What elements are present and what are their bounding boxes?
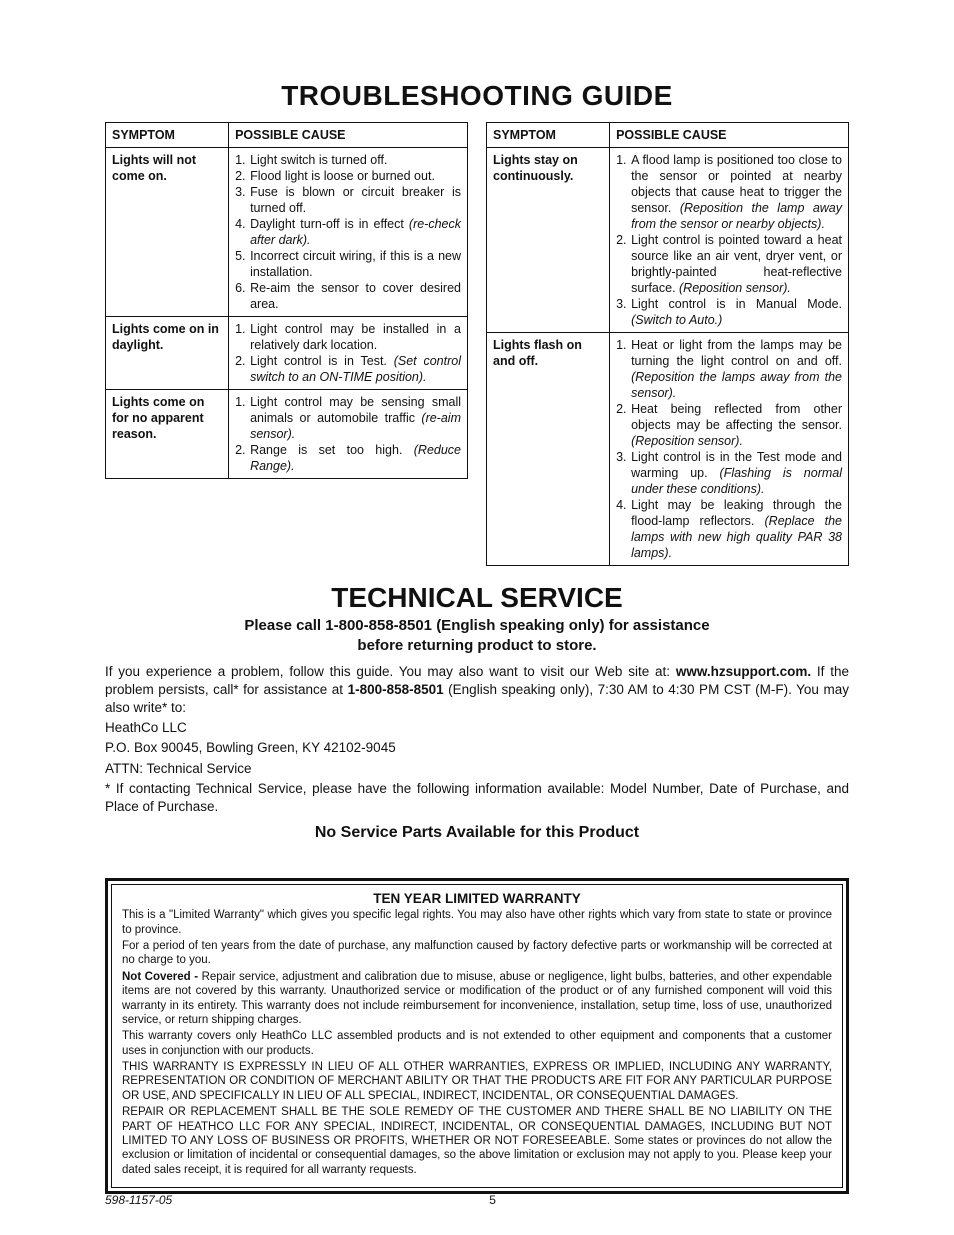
page-number: 5 [489,1193,496,1207]
cause-item: Daylight turn-off is in effect (re-check… [235,216,461,248]
cause-item: Light control may be installed in a rela… [235,321,461,353]
troubleshooting-columns: SYMPTOM POSSIBLE CAUSE Lights will not c… [105,122,849,566]
cause-item: Heat being reflected from other objects … [616,401,842,449]
th-cause: POSSIBLE CAUSE [610,123,849,148]
cause-item: Light control is in the Test mode and wa… [616,449,842,497]
technical-service-subtitle: Please call 1-800-858-8501 (English spea… [105,616,849,657]
warranty-p3: Not Covered - Repair service, adjustment… [122,970,832,1028]
tech-p1-website: www.hzsupport.com. [676,664,811,679]
warranty-inner: TEN YEAR LIMITED WARRANTY This is a "Lim… [111,884,843,1188]
warranty-p2: For a period of ten years from the date … [122,939,832,968]
tech-p1-phone: 1-800-858-8501 [348,682,444,697]
cause-cell: A flood lamp is positioned too close to … [610,148,849,333]
page-footer: 598-1157-05 5 spacer [105,1193,849,1207]
warranty-p4: This warranty covers only HeathCo LLC as… [122,1029,832,1058]
cause-item: Light control is in Test. (Set control s… [235,353,461,385]
th-symptom: SYMPTOM [106,123,229,148]
table-row: Lights flash on and off.Heat or light fr… [487,333,849,566]
tech-sub-line1: Please call 1-800-858-8501 (English spea… [244,617,709,634]
cause-item: Light switch is turned off. [235,152,461,168]
table-row: Lights come on for no apparent reason.Li… [106,390,468,479]
tech-address-line3: ATTN: Technical Service [105,760,849,778]
tech-address-line1: HeathCo LLC [105,719,849,737]
doc-number: 598-1157-05 [105,1193,172,1207]
warranty-p1: This is a "Limited Warranty" which gives… [122,908,832,937]
cause-item: Light control may be sensing small anima… [235,394,461,442]
troubleshooting-col-left: SYMPTOM POSSIBLE CAUSE Lights will not c… [105,122,468,566]
warranty-p3-label: Not Covered - [122,971,202,983]
troubleshooting-table-left: SYMPTOM POSSIBLE CAUSE Lights will not c… [105,122,468,479]
technical-service-title: TECHNICAL SERVICE [105,582,849,614]
cause-item: A flood lamp is positioned too close to … [616,152,842,232]
technical-para1: If you experience a problem, follow this… [105,663,849,718]
warranty-p5: THIS WARRANTY IS EXPRESSLY IN LIEU OF AL… [122,1060,832,1103]
troubleshooting-col-right: SYMPTOM POSSIBLE CAUSE Lights stay on co… [486,122,849,566]
cause-cell: Light control may be installed in a rela… [229,317,468,390]
symptom-cell: Lights come on for no apparent reason. [106,390,229,479]
cause-item: Heat or light from the lamps may be turn… [616,337,842,401]
tech-sub-line2: before returning product to store. [357,637,596,654]
cause-item: Flood light is loose or burned out. [235,168,461,184]
cause-item: Light may be leaking through the flood-l… [616,497,842,561]
cause-item: Fuse is blown or circuit breaker is turn… [235,184,461,216]
symptom-cell: Lights stay on continuously. [487,148,610,333]
warranty-box: TEN YEAR LIMITED WARRANTY This is a "Lim… [105,878,849,1194]
no-service-parts: No Service Parts Available for this Prod… [105,824,849,842]
cause-cell: Light switch is turned off.Flood light i… [229,148,468,317]
tech-note: * If contacting Technical Service, pleas… [105,780,849,816]
troubleshooting-title: TROUBLESHOOTING GUIDE [105,80,849,112]
table-row: Lights stay on continuously.A flood lamp… [487,148,849,333]
th-symptom: SYMPTOM [487,123,610,148]
symptom-cell: Lights flash on and off. [487,333,610,566]
cause-item: Incorrect circuit wiring, if this is a n… [235,248,461,280]
warranty-title: TEN YEAR LIMITED WARRANTY [122,891,832,906]
troubleshooting-table-right: SYMPTOM POSSIBLE CAUSE Lights stay on co… [486,122,849,566]
tech-address-line2: P.O. Box 90045, Bowling Green, KY 42102-… [105,739,849,757]
warranty-p3-rest: Repair service, adjustment and calibrati… [122,971,832,1026]
symptom-cell: Lights will not come on. [106,148,229,317]
cause-item: Light control is in Manual Mode. (Switch… [616,296,842,328]
warranty-p6: REPAIR OR REPLACEMENT SHALL BE THE SOLE … [122,1105,832,1177]
cause-cell: Heat or light from the lamps may be turn… [610,333,849,566]
cause-item: Re-aim the sensor to cover desired area. [235,280,461,312]
cause-item: Light control is pointed toward a heat s… [616,232,842,296]
th-cause: POSSIBLE CAUSE [229,123,468,148]
cause-cell: Light control may be sensing small anima… [229,390,468,479]
table-row: Lights will not come on.Light switch is … [106,148,468,317]
tech-p1-pre: If you experience a problem, follow this… [105,664,676,679]
page: TROUBLESHOOTING GUIDE SYMPTOM POSSIBLE C… [0,0,954,1235]
cause-item: Range is set too high. (Reduce Range). [235,442,461,474]
symptom-cell: Lights come on in daylight. [106,317,229,390]
table-row: Lights come on in daylight.Light control… [106,317,468,390]
